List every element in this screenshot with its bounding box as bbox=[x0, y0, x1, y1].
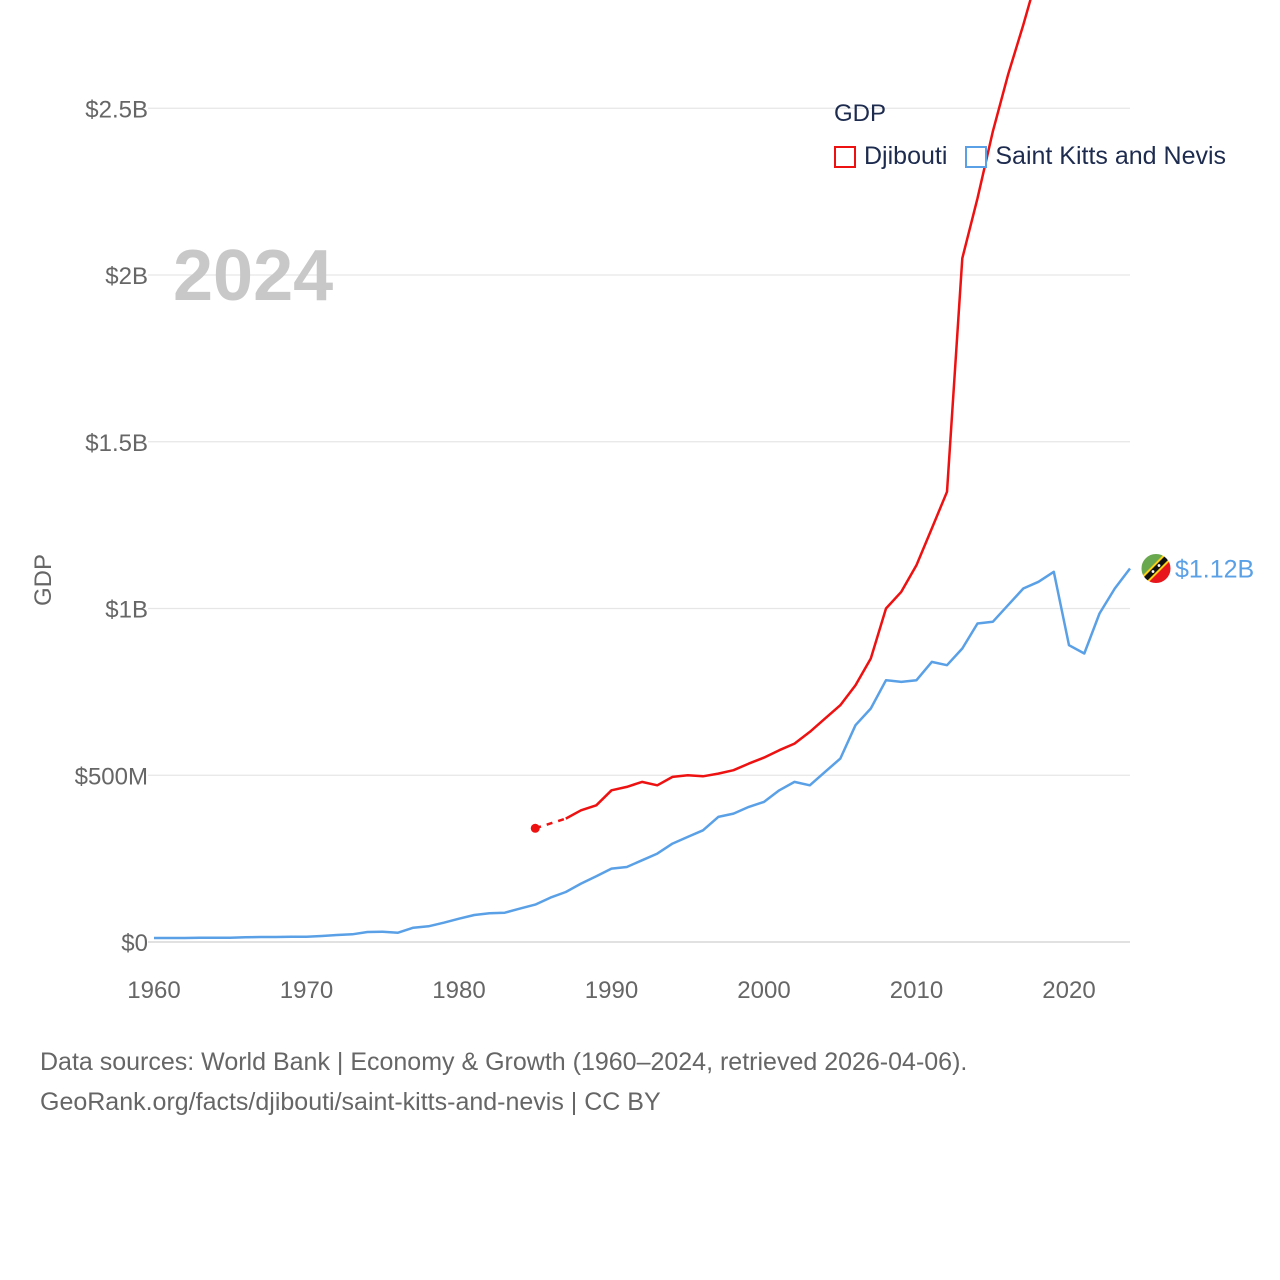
y-tick-label: $1.5B bbox=[85, 430, 148, 457]
x-tick-label: 2010 bbox=[890, 977, 943, 1004]
series-layer bbox=[154, 0, 1131, 940]
x-tick-label: 1980 bbox=[432, 977, 485, 1004]
y-tick-label: $1B bbox=[105, 597, 148, 624]
y-tick-label: $500M bbox=[75, 763, 148, 790]
footer: Data sources: World Bank | Economy & Gro… bbox=[40, 1042, 967, 1122]
y-tick-label: $2.5B bbox=[85, 96, 148, 123]
legend-title: GDP bbox=[834, 100, 887, 127]
grid-lines bbox=[148, 107, 1130, 943]
x-tick-label: 1970 bbox=[280, 977, 333, 1004]
series-line-djibouti[interactable] bbox=[565, 0, 1130, 820]
footer-link[interactable]: GeoRank.org/facts/djibouti/saint-kitts-a… bbox=[40, 1088, 661, 1116]
y-axis-ticks: $0$500M$1B$1.5B$2B$2.5B$3B$3.5B$4B bbox=[75, 96, 148, 957]
x-tick-label: 2020 bbox=[1042, 977, 1095, 1004]
legend-item-djibouti[interactable]: Djibouti bbox=[834, 142, 947, 171]
legend-label-djibouti: Djibouti bbox=[864, 142, 948, 170]
x-tick-label: 1960 bbox=[127, 977, 180, 1004]
y-axis-title: GDP bbox=[30, 554, 57, 606]
legend-item-saint-kitts[interactable]: Saint Kitts and Nevis bbox=[965, 142, 1226, 171]
legend: Djibouti Saint Kitts and Nevis bbox=[834, 142, 1244, 171]
footer-sources: Data sources: World Bank | Economy & Gro… bbox=[40, 1048, 968, 1076]
year-label: 2024 bbox=[173, 236, 333, 316]
legend-swatch-djibouti bbox=[834, 145, 856, 168]
x-tick-label: 1990 bbox=[585, 977, 638, 1004]
end-markers: $4.15B$1.12B bbox=[1140, 552, 1254, 584]
x-axis-ticks: 1960 1970 1980 1990 2000 2010 2020 bbox=[127, 977, 1095, 1004]
series-line-saint-kitts[interactable] bbox=[154, 567, 1131, 940]
x-tick-label: 2000 bbox=[737, 977, 790, 1004]
legend-label-saint-kitts: Saint Kitts and Nevis bbox=[995, 142, 1227, 170]
end-value-label-saint-kitts: $1.12B bbox=[1175, 555, 1254, 583]
y-tick-label: $0 bbox=[121, 930, 148, 957]
legend-swatch-saint-kitts bbox=[965, 145, 988, 168]
flag-icon-saint-kitts bbox=[1140, 552, 1172, 584]
y-tick-label: $2B bbox=[105, 263, 148, 290]
series-dashed-start-djibouti bbox=[534, 817, 567, 830]
